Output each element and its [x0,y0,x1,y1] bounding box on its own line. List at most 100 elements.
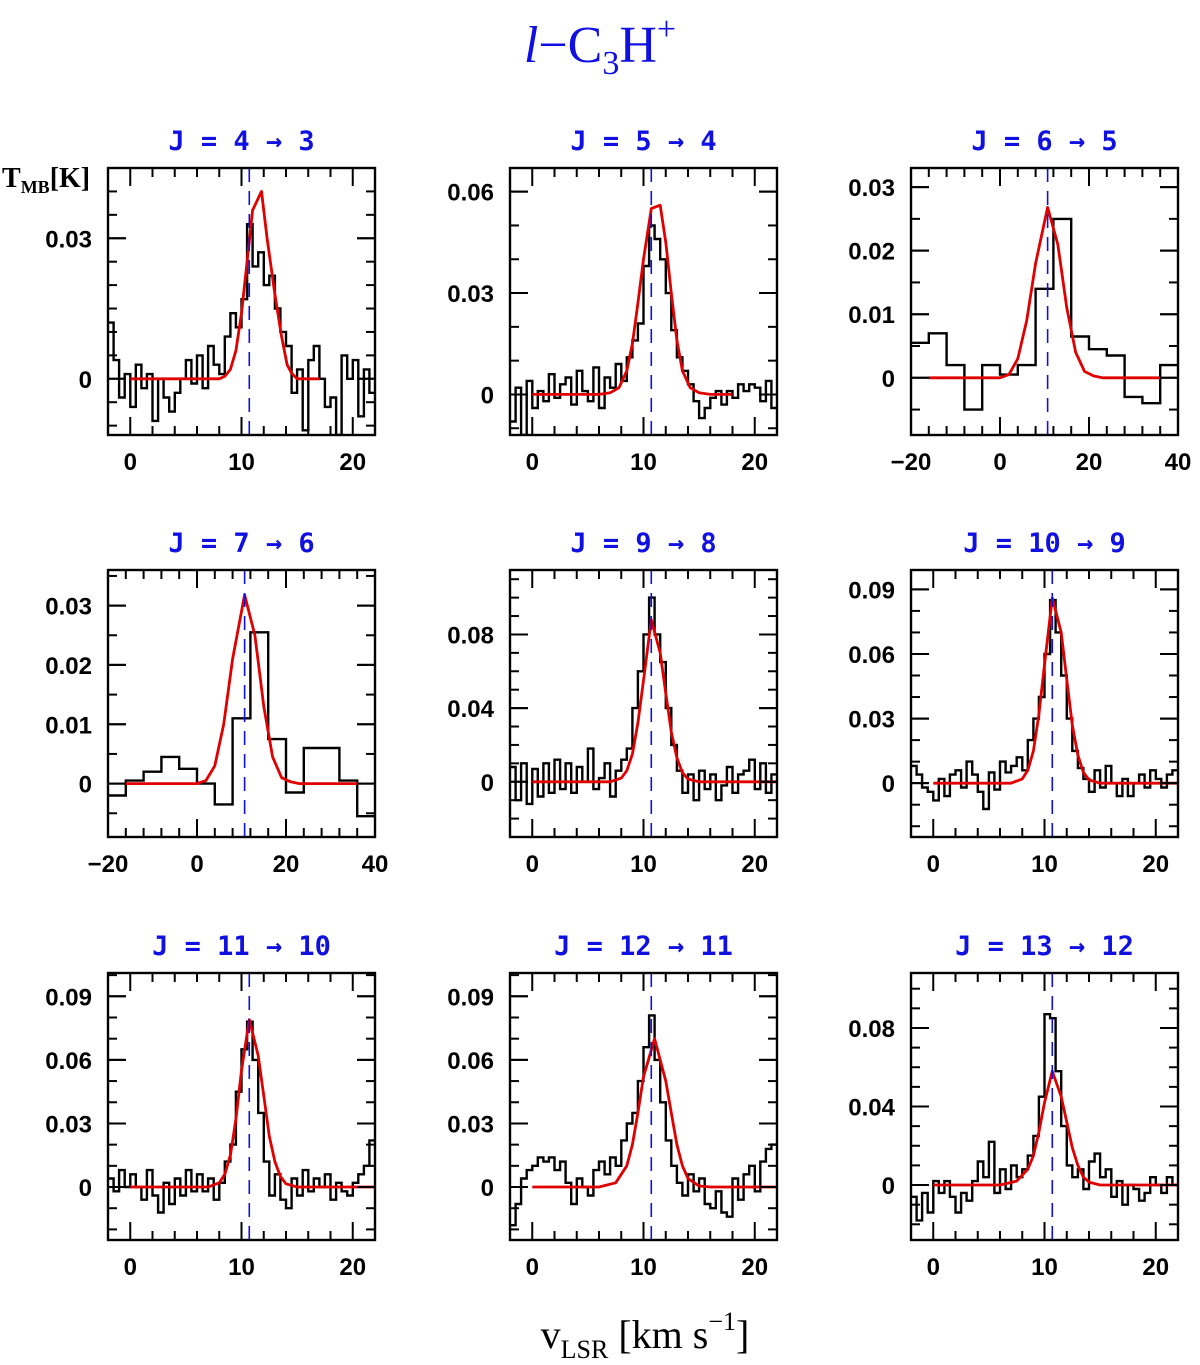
x-tick-label: 10 [1031,851,1058,878]
y-tick-label: 0 [79,367,92,394]
x-tick-label: 10 [228,1254,255,1281]
y-tick-label: 0.06 [45,1048,92,1075]
panel-title: J = 12 → 11 [554,931,733,962]
plot-area [911,168,1178,435]
x-tick-label: 10 [630,1254,657,1281]
x-tick-label: −20 [891,449,932,476]
y-axis-label-main: T [2,163,21,194]
x-tick-label: 20 [1076,449,1103,476]
x-tick-label: 20 [741,1254,768,1281]
axes-frame [909,166,1180,437]
plot-area [911,570,1178,837]
x-axis-label-sub: LSR [561,1335,609,1364]
y-tick-label: 0.02 [45,653,92,680]
tick-marks [509,973,778,1240]
plot-area [510,570,777,837]
x-tick-label: 20 [741,449,768,476]
y-tick-label: 0.06 [447,1048,494,1075]
spectrum-line [510,1014,777,1227]
figure-title-prefix: l [524,17,538,74]
x-tick-label: −20 [88,851,129,878]
tick-marks [107,570,376,837]
fit-line [532,1037,777,1189]
y-tick-label: 0.04 [447,696,494,723]
tick-marks [509,168,778,435]
panel-title: J = 11 → 10 [152,931,331,962]
panel-title: J = 4 → 3 [168,126,314,157]
x-tick-label: 20 [1142,851,1169,878]
figure-title-sup: + [657,11,676,48]
tick-marks [910,570,1179,837]
x-tick-label: 20 [1142,1254,1169,1281]
tick-marks [509,570,778,838]
spectrum-line [911,598,1178,811]
panel-5: 0 10 20 0 0.04 0.08 J = 9 → 8 [447,528,779,878]
spectrum-line [108,631,375,818]
x-tick-label: 0 [927,851,940,878]
plot-area [108,168,375,435]
y-tick-label: 0.06 [848,642,895,669]
x-tick-label: 10 [630,449,657,476]
fit-line [125,593,358,785]
x-tick-label: 40 [1165,449,1192,476]
tick-marks [910,168,1179,435]
x-tick-label: 20 [273,851,300,878]
y-tick-label: 0 [481,1175,494,1202]
spectrum-line [108,1020,375,1214]
tick-marks [107,167,376,435]
y-tick-label: 0.08 [447,622,494,649]
x-tick-label: 0 [190,851,203,878]
panel-title: J = 9 → 8 [570,528,716,559]
fit-line [532,618,777,784]
axes-frame [106,568,377,839]
fit-line [933,1069,1178,1187]
y-tick-label: 0.01 [45,712,92,739]
panel-8: 0 10 20 0 0.03 0.06 0.09 J = 12 → 11 [447,931,779,1281]
figure-title-sub: 3 [602,45,619,82]
plot-area [510,168,777,435]
panel-6: 0 10 20 0 0.03 0.06 0.09 J = 10 → 9 [848,528,1180,878]
panel-2: 0 10 20 0 0.03 0.06 J = 5 → 4 [447,126,779,476]
x-tick-label: 10 [630,851,657,878]
x-tick-label: 20 [741,851,768,878]
panel-7: 0 10 20 0 0.03 0.06 0.09 J = 11 → 10 [45,931,377,1281]
y-tick-label: 0.03 [45,226,92,253]
tick-marks [107,973,376,1240]
y-axis-label-sub: MB [21,177,50,197]
y-tick-label: 0.08 [848,1016,895,1043]
x-tick-label: 0 [993,449,1006,476]
y-tick-label: 0.03 [848,175,895,202]
y-tick-label: 0.04 [848,1095,895,1122]
x-tick-label: 10 [1031,1254,1058,1281]
plot-area [510,973,777,1240]
y-tick-label: 0.03 [447,1111,494,1138]
plot-area [108,570,375,837]
panel-9: 0 10 20 0 0.04 0.08 J = 13 → 12 [848,931,1180,1281]
x-tick-label: 0 [927,1254,940,1281]
y-tick-label: 0.03 [447,281,494,308]
spectrum-line [108,223,375,435]
panel-4: −20 0 20 40 0 0.01 0.02 0.03 J = 7 → 6 [45,528,388,878]
spectrum-line [510,596,777,806]
panel-1: 0 10 20 0 0.03 J = 4 → 3 [45,126,377,476]
panel-title: J = 6 → 5 [971,126,1117,157]
x-axis-label-sup: −1 [708,1307,736,1336]
x-tick-label: 20 [339,449,366,476]
y-tick-label: 0.02 [848,239,895,266]
panel-title: J = 5 → 4 [570,126,716,157]
x-tick-label: 0 [526,851,539,878]
y-tick-label: 0 [481,382,494,409]
y-tick-label: 0 [79,772,92,799]
plot-area [108,973,375,1240]
fit-line [928,206,1161,380]
fit-line [933,596,1178,785]
figure-title-mid: −C [538,17,602,74]
panel-title: J = 13 → 12 [955,931,1134,962]
x-tick-label: 0 [124,449,137,476]
y-tick-label: 0.03 [45,1111,92,1138]
panel-grid: 0 10 20 0 0.03 J = 4 → 3 0 10 20 0 0.03 0.06 J = 5 →… [45,126,1191,1281]
fit-line [130,1018,375,1189]
y-tick-label: 0 [481,770,494,797]
y-tick-label: 0.03 [45,594,92,621]
